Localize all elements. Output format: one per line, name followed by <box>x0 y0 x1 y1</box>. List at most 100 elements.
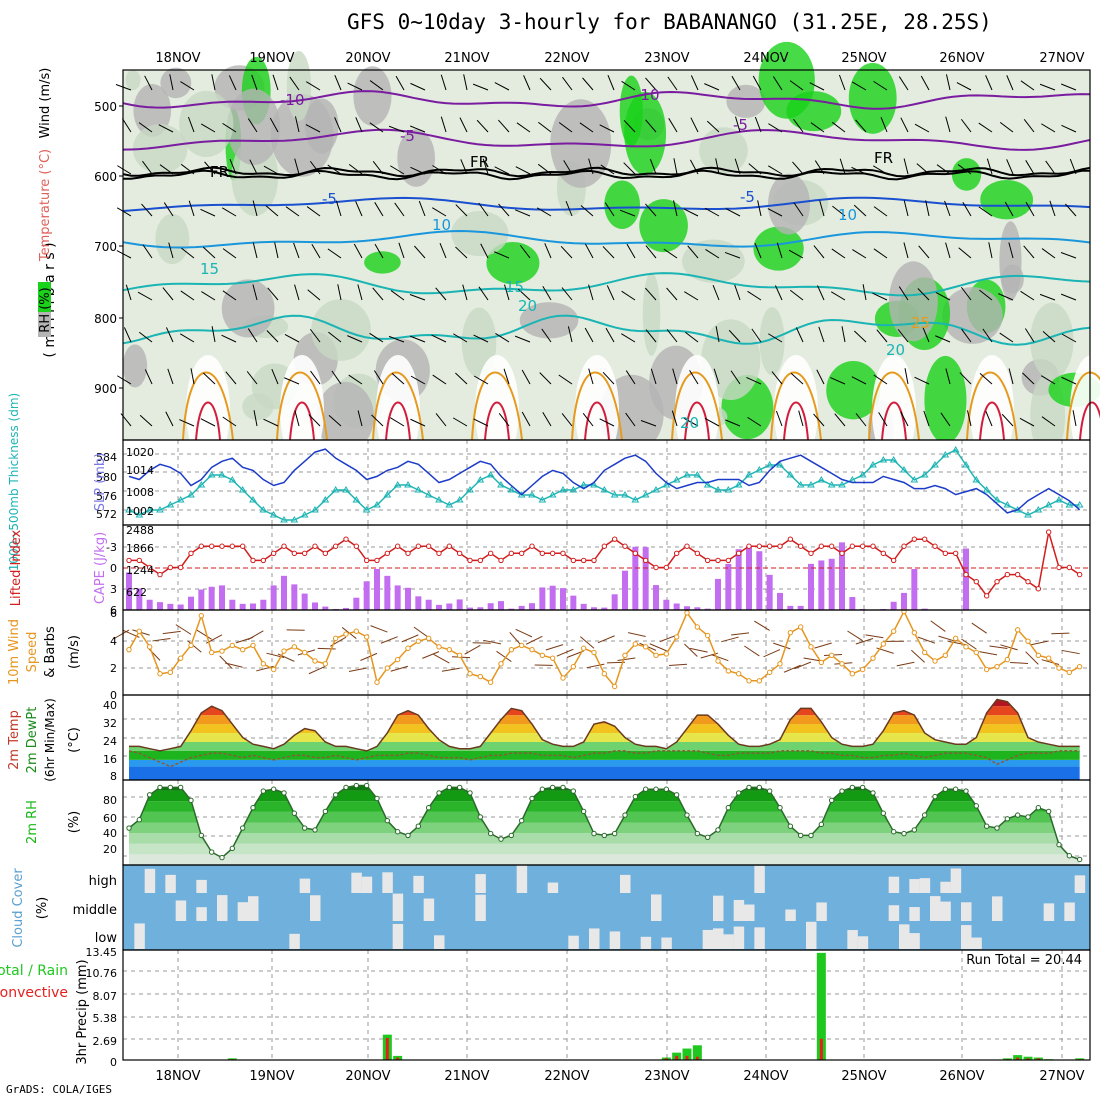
wind10-point <box>425 635 432 642</box>
wind-barb <box>920 75 930 91</box>
wind10-point <box>818 659 825 666</box>
rh2m-point <box>322 808 329 815</box>
rh-region <box>133 84 172 137</box>
cape-bar <box>239 603 246 610</box>
wind-barb <box>538 121 552 133</box>
wind-barb <box>521 369 531 385</box>
cape-bar <box>456 599 463 610</box>
rh2m-point <box>518 817 525 824</box>
thickness-point <box>652 486 660 493</box>
wind10-point <box>405 645 411 651</box>
wind-barb <box>561 287 573 301</box>
li-ytick: 6 <box>110 604 117 617</box>
wind-barb <box>985 75 993 91</box>
thickness-point <box>838 481 846 488</box>
wind-barb <box>267 287 279 301</box>
cape-bar <box>477 607 484 610</box>
cape-bar <box>911 569 918 610</box>
wind-barb <box>293 242 300 259</box>
rh2m-point <box>425 805 432 811</box>
cape-ytick: 2488 <box>126 524 154 537</box>
wind10-point <box>518 642 525 649</box>
wind-barb <box>917 288 930 301</box>
wind10-barb <box>803 657 822 662</box>
wind-barb <box>117 165 132 175</box>
precip-conv-bar <box>819 1038 823 1060</box>
cloud-clear-cell <box>237 902 249 921</box>
wind-barb <box>144 75 153 91</box>
wind-barb <box>945 368 951 385</box>
contour-label: FR <box>470 153 489 171</box>
wind-barb <box>834 413 846 427</box>
wind10-barb <box>911 649 926 663</box>
thickness-point <box>393 481 402 488</box>
wind10-point <box>208 649 215 656</box>
top-day-label: 24NOV <box>743 51 788 66</box>
wind-barb <box>816 369 825 385</box>
thickness-point <box>1044 501 1053 508</box>
cape-bar <box>549 585 556 610</box>
wind10-point <box>673 634 680 640</box>
li-point <box>487 550 494 557</box>
wind-barb <box>180 163 195 175</box>
cape-bar <box>529 603 535 610</box>
thickness-point <box>238 486 247 493</box>
wind-barb <box>1072 410 1077 427</box>
wind-barb <box>253 410 258 427</box>
wind10-point <box>477 673 484 680</box>
li-point <box>549 550 556 557</box>
rh2m-point <box>632 793 639 800</box>
ylabel-precip-conv: Convective <box>0 985 68 1001</box>
thickness-point <box>259 506 268 513</box>
wind-barb <box>606 285 615 301</box>
rh2m-point <box>787 823 794 829</box>
li-point <box>704 557 711 564</box>
warm-contour <box>276 371 328 441</box>
wind10-barb <box>979 651 998 656</box>
isotherm-line <box>122 196 1091 212</box>
wind-barb <box>478 202 489 217</box>
ylabel-temp2m-b: 2m DewPt <box>25 707 40 774</box>
temp-band <box>129 733 1080 742</box>
top-day-label: 18NOV <box>155 51 200 66</box>
slp-series-line <box>128 448 1081 514</box>
hot-contour <box>979 401 1005 441</box>
ylabel-temp2m-c: (6hr Min/Max) <box>43 698 57 782</box>
wind-barb <box>440 116 447 133</box>
wind-barb <box>690 117 699 133</box>
li-point <box>808 550 814 557</box>
rh2m-point <box>777 805 783 811</box>
li-point <box>911 536 918 542</box>
wind-barb <box>252 242 258 259</box>
precip-ytick: 2.69 <box>93 1035 118 1048</box>
wind-barb <box>305 124 321 133</box>
wind10-point <box>942 652 949 659</box>
wind-barb <box>683 417 699 427</box>
wind10-barb <box>711 654 729 662</box>
wind-barb <box>767 165 783 175</box>
precip-total-bar <box>1013 1055 1023 1060</box>
wind10-point <box>787 629 794 636</box>
thickness-point <box>207 471 216 478</box>
wind10-point <box>642 644 649 650</box>
hot-contour <box>881 401 907 441</box>
wind-barb <box>667 76 678 91</box>
wind10-barb <box>308 665 326 675</box>
precip-total-bar <box>692 1045 702 1060</box>
thickness-point <box>135 511 144 518</box>
rh2m-point <box>766 788 773 794</box>
cape-bar <box>291 584 298 610</box>
li-point <box>1056 564 1062 571</box>
wind-barb <box>793 202 804 217</box>
wind-barb <box>327 248 342 259</box>
cape-bar <box>560 588 566 610</box>
rh-legend-grey <box>38 312 51 337</box>
wind10-point <box>828 652 835 659</box>
wind-barb <box>605 327 615 343</box>
precip-conv-bar <box>685 1055 689 1060</box>
wind-barb <box>813 245 825 259</box>
isotherm-line <box>122 229 1091 249</box>
wind10-point <box>735 671 742 677</box>
bottom-day-label: 18NOV <box>155 1069 200 1084</box>
wind-barb <box>1019 417 1035 427</box>
